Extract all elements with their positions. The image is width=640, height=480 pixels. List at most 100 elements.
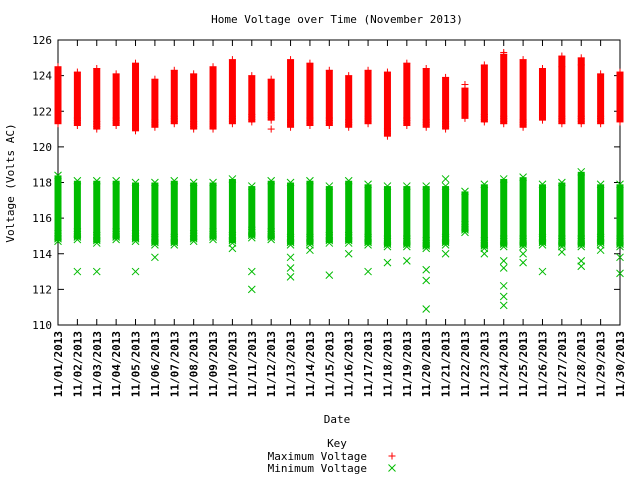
chart-title: Home Voltage over Time (November 2013) xyxy=(211,13,463,26)
x-tick-label: 11/24/2013 xyxy=(498,331,511,397)
data-point xyxy=(344,176,353,185)
data-point xyxy=(228,175,237,183)
data-point xyxy=(461,223,469,232)
point-cluster xyxy=(112,73,120,126)
point-cluster xyxy=(73,180,81,240)
data-point xyxy=(422,65,430,72)
point-cluster xyxy=(422,186,430,249)
data-point xyxy=(577,237,586,246)
y-tick-label: 112 xyxy=(32,283,52,296)
data-point xyxy=(616,235,624,243)
data-point xyxy=(112,114,120,122)
y-tick-label: 122 xyxy=(32,105,52,118)
data-point xyxy=(209,178,217,187)
data-point xyxy=(247,226,256,235)
data-point xyxy=(616,237,624,246)
data-point xyxy=(499,264,508,272)
point-cluster xyxy=(228,178,236,244)
data-point xyxy=(616,253,624,262)
data-point xyxy=(92,267,101,276)
data-point xyxy=(151,253,159,262)
data-point xyxy=(616,180,624,189)
data-point xyxy=(538,235,547,244)
x-tick-label: 11/08/2013 xyxy=(188,331,201,397)
data-point xyxy=(383,258,392,267)
data-point xyxy=(267,230,276,239)
point-cluster xyxy=(558,182,566,247)
data-point xyxy=(325,231,334,240)
data-point xyxy=(480,249,489,258)
point-cluster xyxy=(93,180,101,244)
data-point xyxy=(558,178,566,187)
data-point xyxy=(519,235,527,243)
x-tick-label: 11/21/2013 xyxy=(440,331,453,397)
data-point xyxy=(267,125,275,133)
point-cluster xyxy=(442,186,450,245)
point-cluster xyxy=(267,180,275,240)
data-point xyxy=(132,59,140,67)
x-tick-label: 11/23/2013 xyxy=(478,331,491,397)
data-point xyxy=(519,249,527,258)
data-point xyxy=(519,258,527,267)
data-point xyxy=(287,116,295,124)
legend-plus-icon xyxy=(388,452,396,460)
x-tick-label: 11/04/2013 xyxy=(110,331,123,397)
data-point xyxy=(480,237,489,245)
data-point xyxy=(538,109,546,117)
x-tick-label: 11/02/2013 xyxy=(71,331,84,397)
data-point xyxy=(306,114,314,122)
x-tick-label: 11/13/2013 xyxy=(285,331,298,397)
legend-label-minimum: Minimum Voltage xyxy=(268,462,367,475)
x-tick-label: 11/10/2013 xyxy=(226,331,239,397)
data-point xyxy=(209,63,217,71)
data-point xyxy=(344,231,353,240)
data-point xyxy=(577,262,586,271)
data-point xyxy=(558,235,566,243)
data-point xyxy=(383,237,392,246)
data-point xyxy=(616,68,624,76)
point-cluster xyxy=(325,70,333,126)
data-point xyxy=(596,233,605,242)
point-cluster xyxy=(383,72,391,137)
point-cluster xyxy=(151,79,159,128)
data-point xyxy=(558,237,566,246)
data-point xyxy=(325,182,334,190)
data-point xyxy=(364,233,372,242)
data-point xyxy=(189,232,198,241)
data-point xyxy=(597,70,605,78)
data-point xyxy=(364,235,372,244)
data-point xyxy=(189,178,198,187)
data-point xyxy=(577,112,585,120)
data-point xyxy=(131,229,140,238)
data-point xyxy=(306,233,314,242)
data-point xyxy=(170,112,178,120)
data-point xyxy=(170,235,179,244)
data-point xyxy=(267,228,276,236)
data-point xyxy=(190,118,198,126)
data-point xyxy=(499,281,508,290)
data-point xyxy=(247,228,256,237)
data-point xyxy=(54,232,62,241)
data-point xyxy=(441,233,450,242)
data-point xyxy=(325,234,334,242)
data-point xyxy=(73,176,82,185)
data-point xyxy=(170,176,179,185)
data-point xyxy=(519,56,527,64)
data-point xyxy=(92,231,101,240)
data-point xyxy=(286,253,295,262)
data-point xyxy=(364,112,372,120)
data-point xyxy=(92,234,101,242)
point-cluster xyxy=(287,182,295,245)
data-point xyxy=(54,112,62,120)
point-cluster xyxy=(267,79,275,121)
data-point xyxy=(538,267,547,276)
data-point xyxy=(519,173,527,182)
data-point xyxy=(461,107,469,115)
point-cluster xyxy=(93,68,101,130)
data-point xyxy=(461,187,469,196)
x-tick-label: 11/30/2013 xyxy=(614,331,627,397)
data-point xyxy=(402,182,411,190)
point-cluster xyxy=(170,180,178,245)
data-point xyxy=(306,246,314,255)
point-cluster xyxy=(151,182,159,245)
